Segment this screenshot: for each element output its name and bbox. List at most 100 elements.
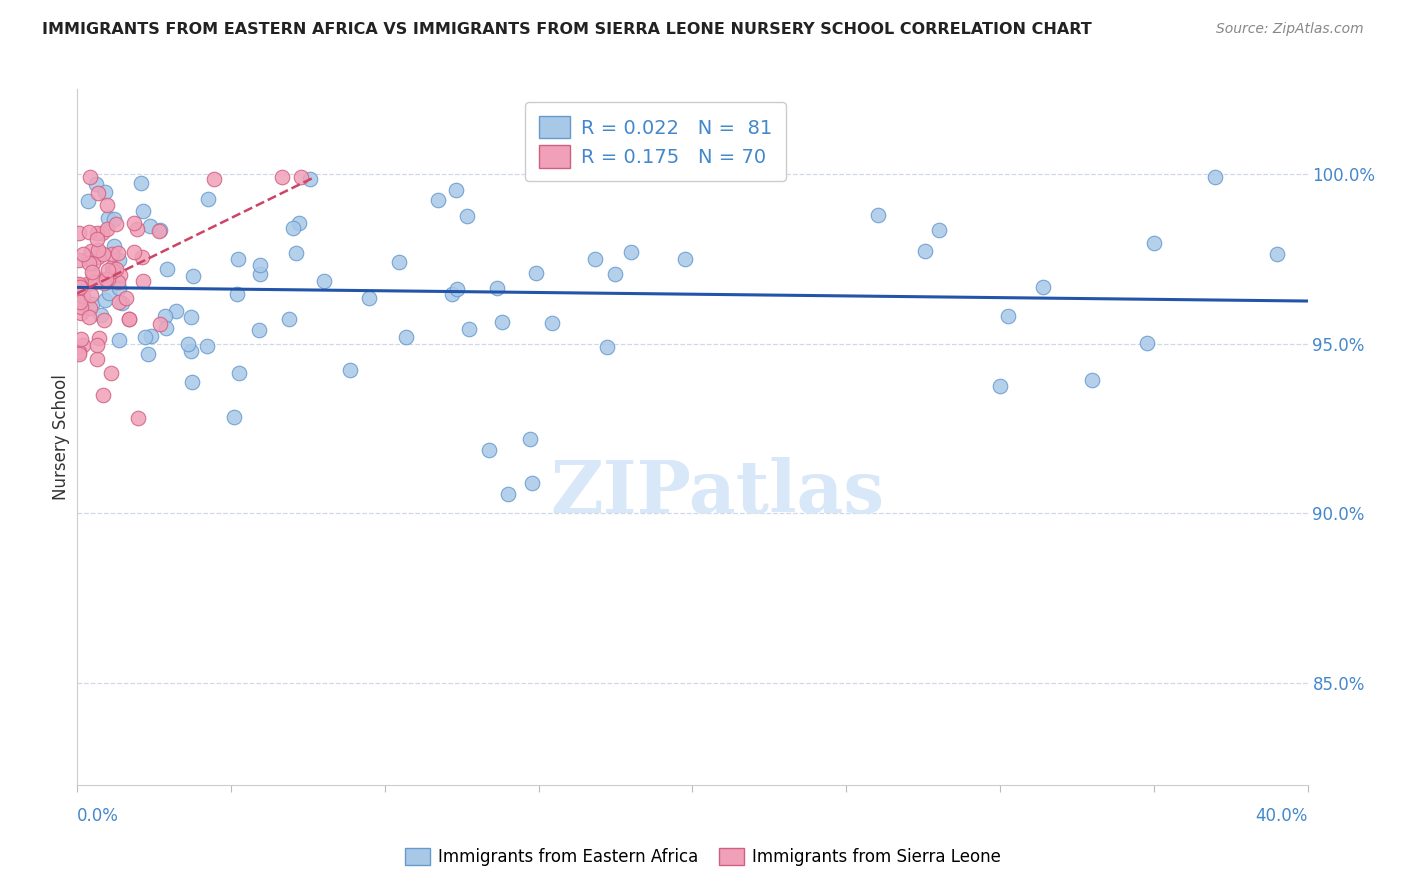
Point: [80, 288, 103, 302]
Point: [105, 262, 128, 277]
Point: [86, 186, 108, 201]
Point: [195, 339, 218, 353]
Point: [96, 198, 118, 212]
Point: [299, 172, 322, 186]
Point: [277, 311, 299, 326]
Point: [491, 315, 513, 329]
Point: [69, 333, 91, 347]
Point: [67, 346, 90, 360]
Point: [620, 244, 643, 259]
Point: [444, 183, 467, 197]
Point: [79, 301, 101, 316]
Point: [84, 276, 107, 290]
Point: [82, 256, 104, 270]
Point: [77, 255, 100, 269]
Point: [93, 277, 115, 291]
Point: [1204, 170, 1226, 185]
Point: [541, 316, 564, 330]
Point: [180, 310, 202, 324]
Point: [69, 294, 91, 309]
Point: [271, 170, 294, 185]
Point: [96, 221, 118, 235]
Point: [202, 172, 225, 186]
Point: [446, 282, 468, 296]
Point: [673, 252, 696, 266]
Point: [914, 244, 936, 259]
Text: Source: ZipAtlas.com: Source: ZipAtlas.com: [1216, 22, 1364, 37]
Point: [107, 275, 129, 289]
Point: [77, 194, 100, 208]
Point: [357, 291, 380, 305]
Point: [132, 274, 155, 288]
Point: [87, 331, 110, 345]
Point: [312, 274, 335, 288]
Point: [97, 263, 120, 277]
Point: [456, 209, 478, 223]
Point: [67, 252, 90, 267]
Point: [80, 265, 103, 279]
Point: [77, 226, 100, 240]
Point: [77, 310, 100, 324]
Point: [67, 279, 90, 293]
Point: [69, 300, 91, 314]
Text: 0.0%: 0.0%: [77, 807, 120, 825]
Point: [132, 203, 155, 218]
Point: [69, 280, 91, 294]
Y-axis label: Nursery School: Nursery School: [52, 374, 70, 500]
Point: [108, 295, 131, 310]
Legend: R = 0.022   N =  81, R = 0.175   N = 70: R = 0.022 N = 81, R = 0.175 N = 70: [524, 103, 786, 181]
Point: [177, 337, 200, 351]
Point: [67, 277, 90, 291]
Point: [91, 226, 114, 240]
Point: [228, 366, 250, 380]
Point: [148, 223, 170, 237]
Text: IMMIGRANTS FROM EASTERN AFRICA VS IMMIGRANTS FROM SIERRA LEONE NURSERY SCHOOL CO: IMMIGRANTS FROM EASTERN AFRICA VS IMMIGR…: [42, 22, 1092, 37]
Point: [165, 304, 187, 318]
Point: [100, 246, 122, 260]
Point: [339, 363, 361, 377]
Point: [94, 185, 117, 199]
Point: [87, 251, 110, 265]
Point: [928, 223, 950, 237]
Point: [100, 260, 122, 274]
Point: [583, 252, 606, 266]
Point: [86, 338, 108, 352]
Point: [247, 323, 270, 337]
Point: [457, 322, 479, 336]
Point: [93, 313, 115, 327]
Point: [149, 223, 172, 237]
Point: [290, 170, 312, 185]
Point: [108, 253, 131, 268]
Point: [1143, 236, 1166, 251]
Point: [87, 243, 110, 257]
Point: [226, 252, 249, 267]
Point: [98, 285, 121, 300]
Point: [285, 245, 308, 260]
Point: [79, 170, 101, 185]
Point: [181, 375, 204, 389]
Point: [153, 309, 176, 323]
Point: [86, 227, 108, 241]
Point: [77, 251, 100, 265]
Point: [496, 487, 519, 501]
Point: [388, 255, 411, 269]
Point: [103, 264, 125, 278]
Point: [82, 268, 104, 282]
Point: [97, 272, 120, 286]
Point: [114, 291, 136, 305]
Point: [394, 329, 416, 343]
Point: [94, 293, 117, 307]
Point: [104, 217, 127, 231]
Point: [997, 309, 1019, 323]
Point: [149, 317, 172, 331]
Point: [225, 287, 247, 301]
Point: [72, 289, 94, 303]
Point: [72, 247, 94, 261]
Point: [125, 221, 148, 235]
Point: [156, 261, 179, 276]
Point: [107, 245, 129, 260]
Point: [72, 337, 94, 351]
Point: [97, 211, 120, 225]
Point: [67, 345, 90, 359]
Point: [427, 193, 450, 207]
